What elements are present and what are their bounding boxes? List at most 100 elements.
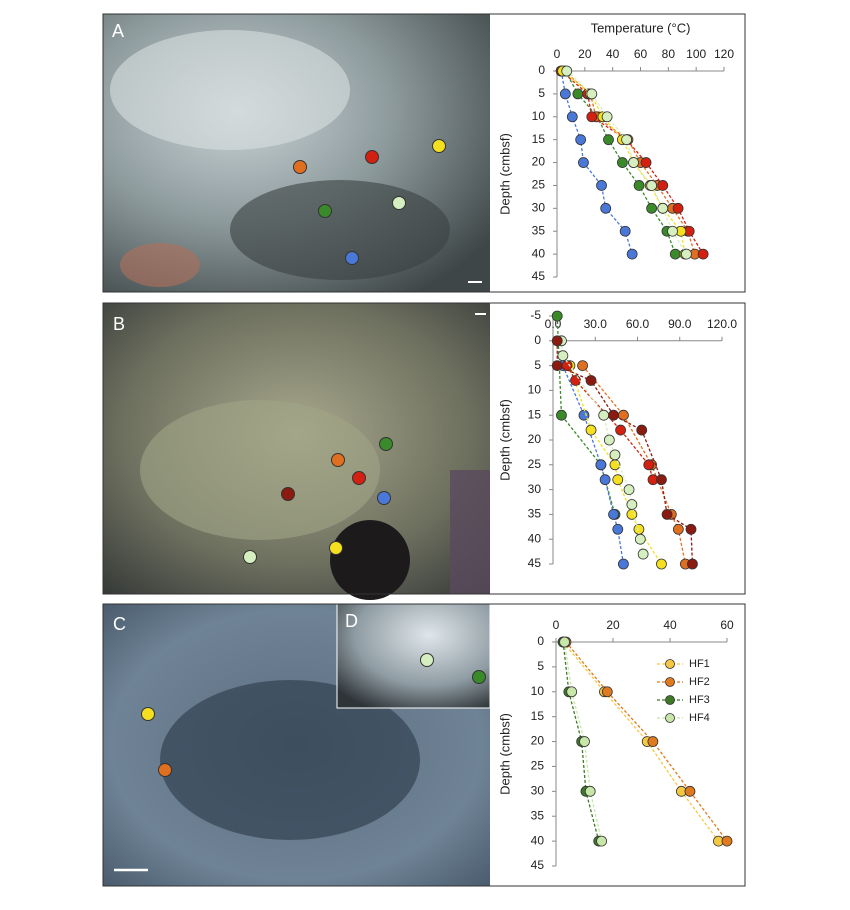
data-point: [672, 523, 684, 535]
data-point: [656, 474, 667, 486]
y-axis-title: Depth (cmbsf): [497, 713, 512, 795]
y-tick-label: 5: [534, 358, 541, 372]
data-point: [595, 459, 607, 471]
data-point: [681, 248, 692, 260]
photo-texture: [140, 400, 380, 540]
y-tick-label: 30: [532, 201, 546, 215]
legend-label: HF1: [689, 658, 710, 670]
data-point: [579, 736, 590, 747]
data-point: [721, 835, 733, 847]
y-tick-label: 30: [528, 482, 542, 496]
data-point: [667, 225, 678, 237]
probe-marker: [329, 541, 343, 555]
y-tick-label: 40: [528, 531, 542, 545]
legend-label: HF2: [689, 676, 710, 688]
y-tick-label: 45: [532, 269, 546, 283]
data-point: [640, 157, 652, 168]
probe-marker: [365, 150, 379, 164]
data-point: [600, 202, 612, 214]
data-point: [575, 134, 587, 146]
probe-marker: [352, 471, 366, 485]
x-tick-label: 0: [553, 618, 560, 632]
data-point: [626, 499, 638, 510]
x-axis-title: Temperature (°C): [591, 20, 691, 35]
data-point: [643, 459, 655, 471]
data-point: [557, 350, 569, 362]
x-tick-label: 20: [606, 618, 620, 632]
data-point: [598, 409, 610, 421]
panel-label: D: [345, 611, 358, 631]
probe-marker: [318, 204, 332, 218]
x-tick-label: 60: [634, 47, 648, 61]
data-point: [609, 459, 621, 471]
series-line: [556, 315, 616, 515]
y-tick-label: 30: [531, 784, 545, 798]
data-point: [578, 157, 589, 168]
probe-marker: [243, 550, 257, 564]
y-tick-label: 5: [537, 659, 544, 673]
panel-label: B: [113, 314, 125, 334]
y-tick-label: 0: [534, 333, 541, 347]
photo-texture: [230, 180, 450, 280]
data-point: [626, 248, 638, 260]
y-tick-label: 35: [532, 223, 546, 237]
probe-marker: [420, 653, 434, 667]
series-line: [560, 70, 633, 255]
data-point: [601, 686, 613, 698]
data-point: [657, 202, 669, 214]
photo-texture: [450, 470, 490, 594]
data-point: [687, 558, 698, 570]
y-tick-label: 10: [528, 383, 542, 397]
data-point: [669, 248, 681, 260]
y-tick-label: 25: [528, 457, 542, 471]
data-point: [646, 202, 658, 214]
data-point: [586, 111, 598, 123]
data-point: [596, 180, 607, 191]
data-point: [577, 360, 588, 372]
data-point: [551, 335, 563, 347]
legend-swatch: [665, 677, 675, 687]
y-tick-label: 45: [528, 556, 542, 570]
data-point: [628, 157, 639, 168]
probe-marker: [379, 437, 393, 451]
probe-marker: [141, 707, 155, 721]
legend-swatch: [665, 695, 675, 705]
data-point: [634, 533, 646, 545]
x-tick-label: 40: [663, 618, 677, 632]
y-tick-label: 10: [531, 684, 545, 698]
data-point: [559, 636, 570, 648]
y-tick-label: 45: [531, 858, 545, 872]
y-tick-label: 35: [528, 507, 542, 521]
data-point: [618, 558, 629, 570]
x-tick-label: 60.0: [626, 317, 650, 331]
data-point: [685, 523, 697, 535]
data-point: [612, 523, 624, 535]
probe-marker: [472, 670, 486, 684]
data-point: [556, 409, 567, 421]
y-tick-label: 40: [531, 833, 545, 847]
y-axis-title: Depth (cmbsf): [497, 133, 512, 215]
y-tick-label: 20: [528, 432, 542, 446]
data-point: [603, 434, 615, 446]
x-tick-label: 80: [662, 47, 676, 61]
data-point: [626, 509, 638, 520]
data-point: [603, 134, 614, 146]
probe-marker: [432, 139, 446, 153]
y-tick-label: 20: [532, 155, 546, 169]
y-tick-label: 10: [532, 109, 546, 123]
y-tick-label: 15: [531, 709, 545, 723]
data-point: [633, 180, 645, 191]
y-axis-title: Depth (cmbsf): [497, 399, 512, 481]
data-point: [596, 835, 607, 847]
data-point: [601, 111, 613, 123]
data-point: [617, 157, 628, 168]
y-tick-label: 25: [532, 178, 546, 192]
probe-marker: [158, 763, 172, 777]
y-tick-label: 5: [538, 86, 545, 100]
panel-frame: [102, 603, 746, 887]
panel-frame: [102, 302, 746, 595]
data-point: [608, 509, 619, 520]
x-tick-label: 20: [578, 47, 592, 61]
series-line: [564, 70, 676, 255]
series-line: [563, 70, 696, 255]
